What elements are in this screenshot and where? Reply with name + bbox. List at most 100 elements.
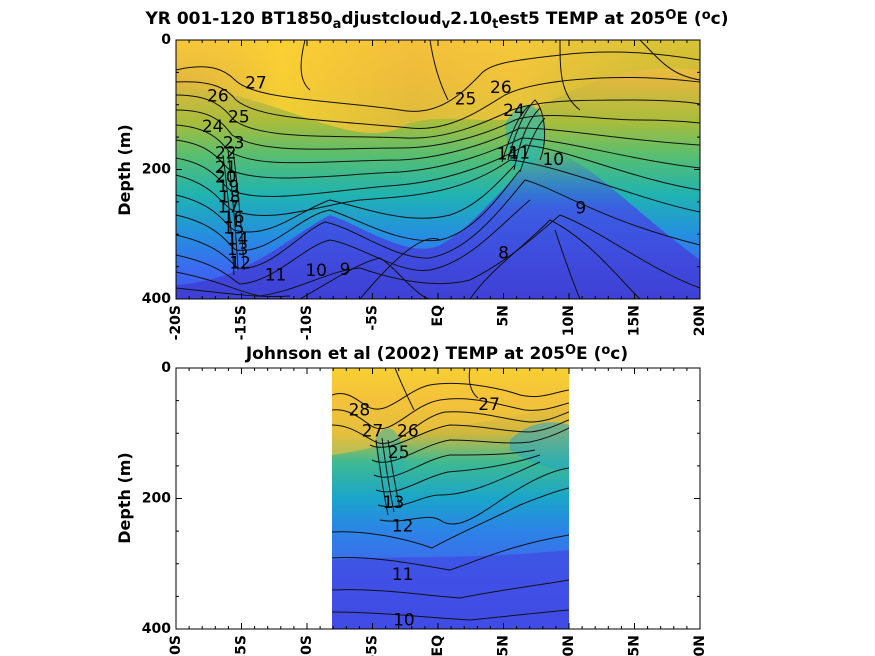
contour-label: 25 [228,108,250,128]
contour-label: 13 [227,240,249,260]
contour-label: 26 [490,78,512,98]
contour-label: 24 [202,117,224,137]
y-tick-label: 0 [161,32,171,48]
top-y-tick-labels: 0 200 400 [142,32,171,307]
contour-label: 25 [455,90,477,110]
bottom-chart-title: Johnson et al (2002) TEMP at 205OE (oc) [245,343,628,364]
top-contour-lines [176,40,700,299]
contour-label: 11 [265,266,287,286]
bottom-cold-layer [332,550,569,629]
contour-label: 15 [223,218,245,238]
title-part: djustcloud [341,9,441,29]
bottom-contour-lines [332,368,569,621]
contour-label: 27 [362,421,384,441]
top-cold-layer [176,150,700,299]
top-axis-ticks [175,39,701,300]
title-part: 2.10 [450,9,492,29]
bottom-panel: Johnson et al (2002) TEMP at 205OE (oc) [115,343,708,656]
x-tick-label: -5S [365,305,381,331]
x-tick-label: 10N [561,305,577,336]
contour-label: 11 [508,143,530,163]
contour-label: 22 [215,143,237,163]
contour-label: 10 [542,150,564,170]
title-part: O [665,8,676,23]
x-tick-label: 20N [692,635,708,656]
title-part: v [442,17,451,32]
contour-label: 27 [245,73,267,93]
y-tick-label: 400 [142,291,171,307]
contour-label: 26 [207,86,229,106]
contour-label: 24 [503,101,525,121]
title-part: o [601,343,610,358]
top-y-axis-label: Depth (m) [115,124,134,216]
top-heatmap [176,40,700,299]
x-tick-label: EQ [430,305,446,327]
title-part: E ( [576,344,601,364]
x-tick-label: -20S [168,305,184,340]
title-part: est5 TEMP at 205 [498,9,665,29]
contour-label: 28 [349,400,371,420]
title-part: YR 001-120 BT1850 [145,9,333,29]
top-warm-layer [176,40,700,134]
top-chart-title: YR 001-120 BT1850adjustcloudv2.10test5 T… [145,8,729,32]
title-part: a [333,17,342,32]
bottom-axis-ticks [175,367,701,630]
contour-label: 9 [575,198,586,218]
contour-label: 13 [383,493,405,513]
contour-label: 9 [340,260,351,280]
x-tick-label: -20S [168,635,184,656]
x-tick-label: -10S [299,635,315,656]
x-tick-label: -5S [365,635,381,656]
title-part: c) [711,9,729,29]
top-panel: YR 001-120 BT1850adjustcloudv2.10test5 T… [115,8,728,341]
contour-label: 23 [223,134,245,154]
contour-label: 11 [392,565,414,585]
contour-label: 26 [397,421,419,441]
contour-label: 12 [229,253,251,273]
y-tick-label: 0 [161,360,171,376]
y-tick-label: 200 [142,162,171,178]
x-tick-label: -15S [234,305,250,340]
title-part: t [492,17,498,32]
contour-label: 12 [392,517,414,537]
title-part: E ( [676,9,701,29]
contour-label: 21 [215,158,237,178]
title-part: c) [610,344,628,364]
bottom-x-tick-labels: -20S -15S -10S -5S EQ 5N 10N 15N 20N [168,635,708,656]
x-tick-label: -15S [234,635,250,656]
x-tick-label: 5N [496,305,512,326]
contour-label: 10 [305,261,327,281]
x-tick-label: 20N [692,305,708,336]
x-tick-label: -10S [299,305,315,340]
y-tick-label: 400 [142,621,171,637]
contour-label: 8 [498,244,509,264]
contour-label: 18 [219,187,241,207]
title-part: Johnson et al (2002) TEMP at 205 [245,344,565,364]
x-tick-label: 15N [627,305,643,336]
top-x-tick-labels: -20S -15S -10S -5S EQ 5N 10N 15N 20N [168,305,708,340]
contour-label: 16 [223,208,245,228]
x-tick-label: 15N [627,635,643,656]
bottom-upwelling-tongue [510,422,569,470]
x-tick-label: 5N [496,635,512,656]
contour-label: 20 [215,167,237,187]
y-tick-label: 200 [142,491,171,507]
contour-label: 17 [218,198,240,218]
top-thermocline-front [505,105,545,169]
contour-label: 10 [393,611,415,631]
x-tick-label: EQ [430,635,446,656]
contour-label: 25 [388,443,410,463]
bottom-y-tick-labels: 0 200 400 [142,360,171,637]
contour-label: 14 [497,145,519,165]
bottom-y-axis-label: Depth (m) [115,452,134,544]
contour-label: 19 [218,177,240,197]
x-tick-label: 10N [561,635,577,656]
title-part: o [702,8,711,23]
bottom-heatmap [332,368,569,629]
title-part: O [565,343,576,358]
contour-label: 14 [227,229,249,249]
contour-label: 27 [478,395,500,415]
